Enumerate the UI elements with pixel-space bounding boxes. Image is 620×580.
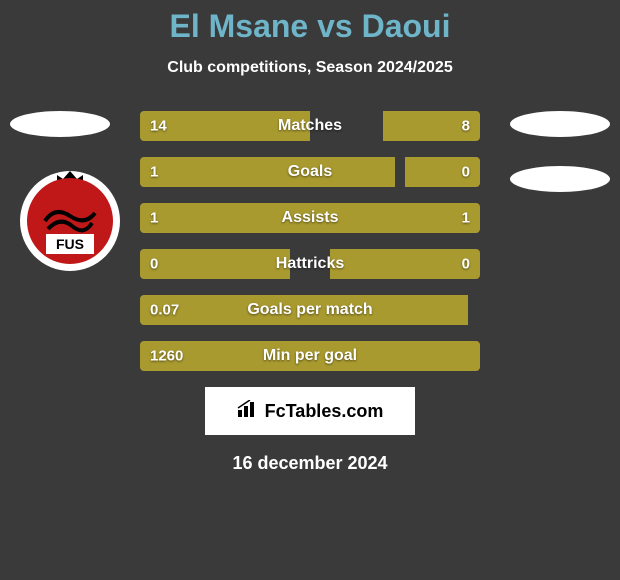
stat-row: 1 0 Goals — [140, 157, 480, 187]
stat-row: 0.07 Goals per match — [140, 295, 480, 325]
bar-label: Assists — [282, 209, 339, 227]
footer-date: 16 december 2024 — [0, 453, 620, 474]
bar-left-fill — [140, 249, 290, 279]
bar-right-value: 1 — [462, 210, 470, 227]
stat-row: 14 8 Matches — [140, 111, 480, 141]
bar-left-value: 1 — [150, 210, 158, 227]
club-badge-code: FUS — [46, 234, 94, 254]
bar-right-fill — [330, 249, 480, 279]
ellipse-icon — [510, 166, 610, 192]
infographic-container: El Msane vs Daoui Club competitions, Sea… — [0, 0, 620, 474]
stat-bars: 14 8 Matches 1 0 Goals 1 1 Assists 0 0 Hattricks 0.0… — [140, 111, 480, 371]
bar-label: Matches — [278, 117, 342, 135]
ellipse-icon — [510, 111, 610, 137]
club-badge-outer: FUS — [20, 171, 120, 271]
bar-left-value: 14 — [150, 118, 167, 135]
stat-row: 0 0 Hattricks — [140, 249, 480, 279]
bar-right-value: 8 — [462, 118, 470, 135]
bar-left-fill — [140, 157, 395, 187]
bar-label: Hattricks — [276, 255, 344, 273]
ellipse-icon — [10, 111, 110, 137]
bar-right-value: 0 — [462, 256, 470, 273]
bar-left-value: 0.07 — [150, 302, 179, 319]
bar-left-value: 1 — [150, 164, 158, 181]
right-club-ellipse — [510, 166, 610, 266]
bar-label: Goals — [288, 163, 332, 181]
bar-label: Min per goal — [263, 347, 357, 365]
brand-label: FcTables.com — [265, 401, 384, 422]
stat-row: 1 1 Assists — [140, 203, 480, 233]
stat-row: 1260 Min per goal — [140, 341, 480, 371]
bar-left-value: 1260 — [150, 348, 183, 365]
chart-icon — [237, 400, 259, 423]
left-club-badge: FUS — [20, 171, 120, 271]
bar-right-value: 0 — [462, 164, 470, 181]
club-badge-inner: FUS — [27, 178, 113, 264]
page-title: El Msane vs Daoui — [0, 8, 620, 45]
subtitle: Club competitions, Season 2024/2025 — [0, 59, 620, 77]
bar-left-value: 0 — [150, 256, 158, 273]
bar-label: Goals per match — [247, 301, 372, 319]
brand-text: FcTables.com — [237, 400, 384, 423]
comparison-area: FUS 14 8 Matches 1 0 Goals 1 1 Assists 0 0 Hattrick… — [0, 111, 620, 371]
brand-badge: FcTables.com — [205, 387, 415, 435]
